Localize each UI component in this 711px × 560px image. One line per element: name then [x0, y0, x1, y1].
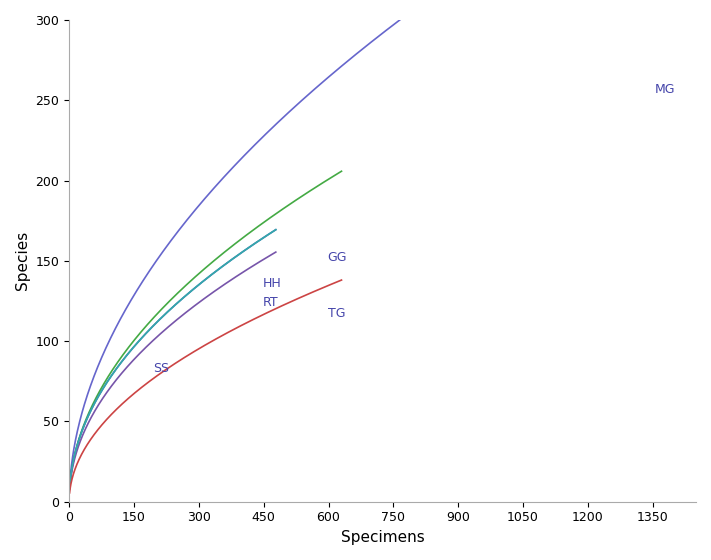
Text: SS: SS — [154, 362, 169, 375]
Y-axis label: Species: Species — [15, 231, 30, 291]
Text: HH: HH — [263, 277, 282, 290]
Text: MG: MG — [655, 82, 675, 96]
Text: RT: RT — [263, 296, 279, 309]
Text: GG: GG — [328, 251, 347, 264]
X-axis label: Specimens: Specimens — [341, 530, 424, 545]
Text: TG: TG — [328, 307, 345, 320]
